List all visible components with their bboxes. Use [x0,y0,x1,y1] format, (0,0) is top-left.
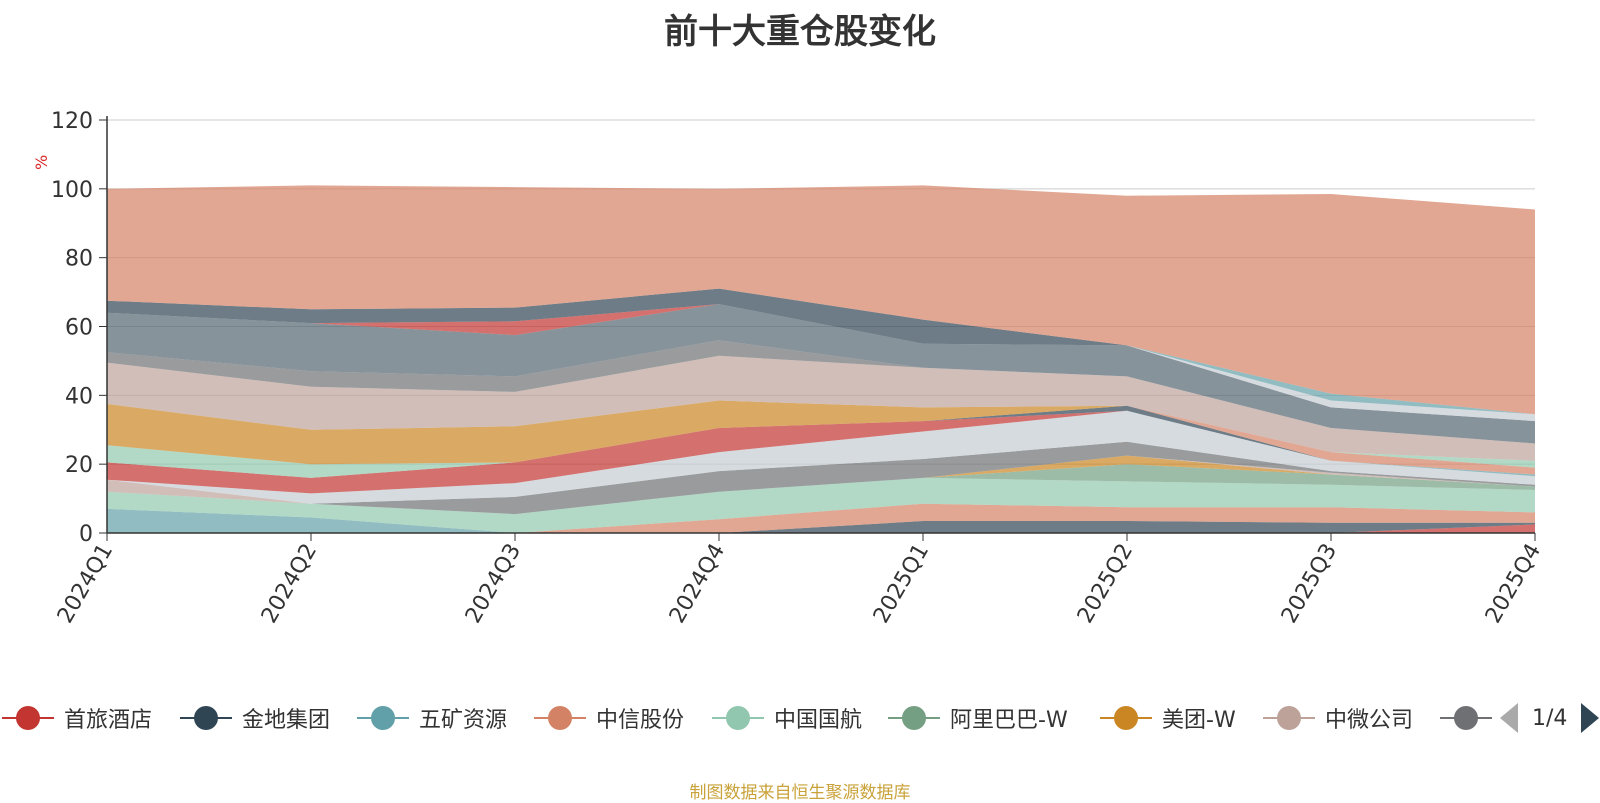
legend-swatch-icon [2,706,54,730]
area-series-9[interactable] [107,441,1535,515]
area-series-21[interactable] [107,304,1535,415]
y-tick-label: 120 [51,109,93,134]
area-series-22[interactable] [107,304,1535,415]
legend-label: 中国国航 [774,708,863,733]
area-series-10[interactable] [107,410,1535,504]
legend-next-page-icon[interactable] [1581,703,1600,733]
legend-item[interactable]: 中微公司 [1263,700,1413,736]
area-series-23[interactable] [107,288,1535,415]
x-tick-label: 2024Q4 [665,540,730,628]
y-tick-label: 0 [79,522,93,547]
legend-item[interactable]: 首旅酒店 [2,700,152,736]
area-series-16[interactable] [107,400,1535,465]
legend-swatch-icon [1440,706,1492,730]
legend-label: 金地集团 [242,708,331,733]
legend-swatch-icon [357,706,409,730]
chart-plot: 0 20 40 60 80 100 120% 2024Q1 2024Q2 2024Q3 2024Q4… [32,109,1546,628]
y-tick-label: 80 [65,247,93,272]
area-series-19[interactable] [107,304,1535,444]
x-tick-label: 2025Q1 [869,540,934,628]
legend-label: 首旅酒店 [64,708,153,733]
area-series-20[interactable] [107,304,1535,422]
legend-label: 中信股份 [596,708,685,733]
legend-swatch-icon [888,706,940,730]
y-tick-label: 20 [65,453,93,478]
y-tick-label: 100 [51,178,93,203]
y-tick-label: 60 [65,316,93,341]
legend-prev-page-icon[interactable] [1500,703,1518,733]
area-series-17[interactable] [107,355,1535,461]
legend-item[interactable]: 美团-W [1100,700,1236,736]
area-series-18[interactable] [107,340,1535,444]
legend-swatch-icon [712,706,764,730]
area-五矿资源[interactable] [107,508,1535,533]
x-tick-label: 2024Q1 [53,540,118,628]
x-tick-label: 2025Q4 [1481,540,1546,628]
legend: 首旅酒店 金地集团 五矿资源 中信股份 中国国航 阿里巴巴-W 美团-W 中微公司 [0,700,1600,736]
chart-title: 前十大重仓股变化 [664,12,936,52]
legend-label: 中微公司 [1325,708,1414,733]
legend-item[interactable]: 五矿资源 [357,700,507,736]
legend-item[interactable]: 阿里巴巴-W [888,700,1068,736]
x-tick-label: 2024Q2 [257,540,322,628]
y-tick-label: 40 [65,384,93,409]
area-中信股份[interactable] [107,503,1535,533]
legend-label: 阿里巴巴-W [950,708,1068,733]
x-tick-label: 2024Q3 [461,540,526,628]
stacked-areas [107,185,1535,533]
legend-item[interactable]: 中信股份 [534,700,684,736]
legend-swatch-icon [1100,706,1152,730]
legend-swatch-icon [1263,706,1315,730]
x-tick-label: 2025Q3 [1277,540,1342,628]
legend-swatch-icon [534,706,586,730]
legend-item[interactable] [1440,700,1492,736]
legend-swatch-icon [180,706,232,730]
legend-page-indicator: 1/4 [1532,705,1568,731]
source-note: 制图数据来自恒生聚源数据库 [689,783,911,803]
legend-label: 美团-W [1162,708,1236,733]
area-series-24[interactable] [107,185,1535,415]
area-series-11[interactable] [107,410,1535,494]
area-中国国航[interactable] [107,477,1535,533]
area-series-15[interactable] [107,405,1535,478]
x-tick-label: 2025Q2 [1073,540,1138,628]
area-阿里巴巴-W[interactable] [107,464,1535,515]
y-axis-unit: % [32,155,51,170]
legend-item[interactable]: 金地集团 [180,700,330,736]
legend-pager: 1/4 [1500,700,1600,736]
legend-item[interactable]: 中国国航 [712,700,862,736]
legend-label: 五矿资源 [419,708,508,733]
area-首旅酒店[interactable] [107,524,1535,533]
